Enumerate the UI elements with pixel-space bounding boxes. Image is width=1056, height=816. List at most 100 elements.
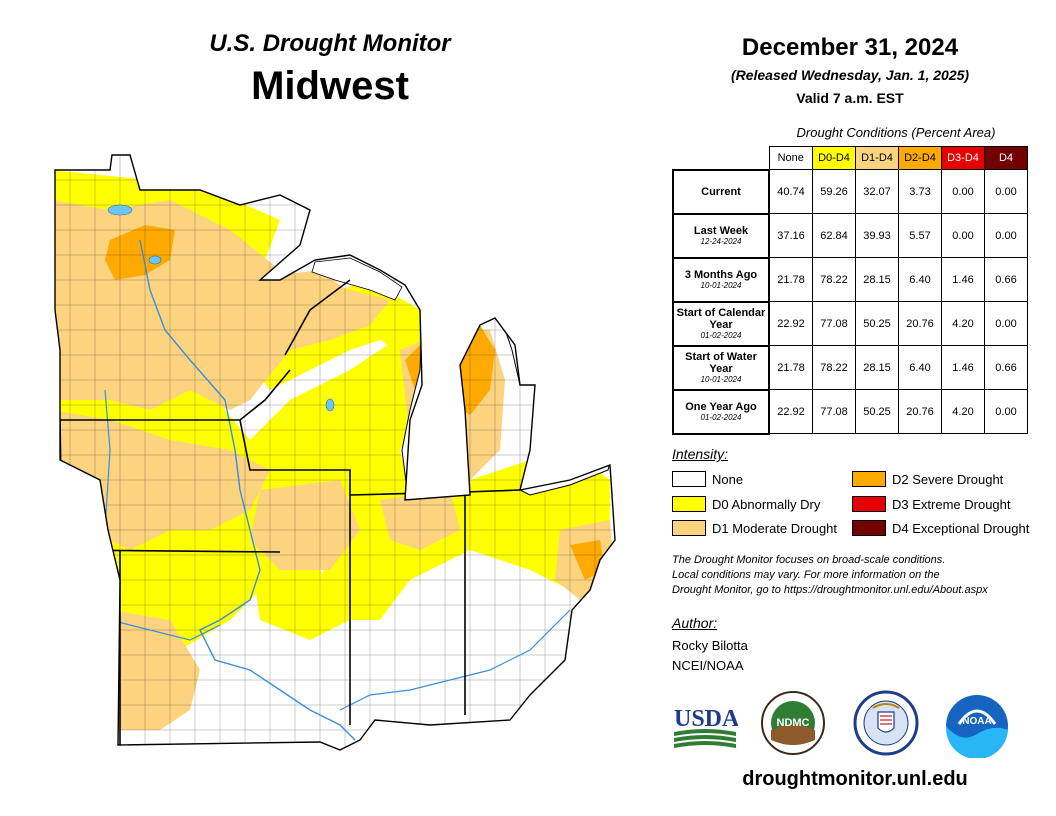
table-row: One Year Ago 01-02-2024 22.92 77.08 50.25… bbox=[672, 388, 1028, 435]
cell-d1-d4: 32.07 bbox=[855, 169, 899, 214]
map-date: December 31, 2024 bbox=[741, 34, 959, 61]
legend-item-d3: D3 Extreme Drought bbox=[852, 495, 1011, 513]
cell-none: 22.92 bbox=[768, 389, 813, 434]
lake-superior-edge bbox=[311, 257, 403, 301]
monitor-title: U.S. Drought Monitor bbox=[209, 30, 451, 57]
release-date: (Released Wednesday, Jan. 1, 2025) bbox=[730, 67, 970, 83]
cell-none: 21.78 bbox=[768, 345, 813, 390]
cell-d0-d4: 77.08 bbox=[812, 301, 856, 346]
col-header-d2-d4: D2-D4 bbox=[898, 146, 942, 170]
table-row: Start of Calendar Year 01-02-2024 22.92 7… bbox=[672, 300, 1028, 347]
cell-d3-d4: 4.20 bbox=[941, 301, 985, 346]
cell-d4: 0.00 bbox=[984, 301, 1028, 346]
footer-url[interactable]: droughtmonitor.unl.edu bbox=[742, 768, 968, 790]
legend-swatch bbox=[852, 520, 886, 536]
legend-label: D3 Extreme Drought bbox=[892, 496, 1011, 512]
row-date: 01-02-2024 bbox=[700, 331, 742, 340]
missouri-river bbox=[104, 389, 111, 531]
table-row: Start of Water Year 10-01-2024 21.78 78.2… bbox=[672, 344, 1028, 391]
lake-mille-lacs bbox=[148, 255, 162, 265]
row-label: One Year Ago 01-02-2024 bbox=[672, 388, 770, 435]
row-label: Start of Calendar Year 01-02-2024 bbox=[672, 300, 770, 347]
d1-region-missouri bbox=[100, 610, 200, 730]
cell-d2-d4: 3.73 bbox=[898, 169, 942, 214]
legend-swatch bbox=[852, 496, 886, 512]
author-name: Rocky Bilotta bbox=[672, 638, 748, 653]
cell-d1-d4: 28.15 bbox=[855, 345, 899, 390]
ohio-river bbox=[339, 609, 571, 711]
cell-none: 21.78 bbox=[768, 257, 813, 302]
region-outline bbox=[54, 154, 616, 751]
table-title: Drought Conditions (Percent Area) bbox=[796, 125, 996, 140]
cell-d2-d4: 20.76 bbox=[898, 389, 942, 434]
col-header-d1-d4: D1-D4 bbox=[855, 146, 899, 170]
cell-d0-d4: 78.22 bbox=[812, 257, 856, 302]
table-row: 3 Months Ago 10-01-2024 21.78 78.22 28.15… bbox=[672, 256, 1028, 303]
row-label: Last Week 12-24-2024 bbox=[672, 212, 770, 259]
usda-logo-text: USDA bbox=[674, 706, 738, 732]
usda-logo: USDA bbox=[674, 706, 738, 748]
cell-d4: 0.66 bbox=[984, 345, 1028, 390]
lake-winnebago bbox=[325, 398, 335, 412]
row-date: 10-01-2024 bbox=[700, 281, 742, 290]
legend-label: D0 Abnormally Dry bbox=[712, 496, 821, 512]
author-title: Author: bbox=[672, 615, 718, 631]
row-date: 12-24-2024 bbox=[700, 237, 742, 246]
row-label-text: 3 Months Ago bbox=[684, 269, 758, 281]
cell-d2-d4: 5.57 bbox=[898, 213, 942, 258]
mississippi-river bbox=[139, 239, 356, 741]
row-date: 01-02-2024 bbox=[700, 413, 742, 422]
cell-d4: 0.00 bbox=[984, 213, 1028, 258]
legend-item-none: None bbox=[672, 470, 743, 488]
cell-d1-d4: 50.25 bbox=[855, 389, 899, 434]
legend-item-d2: D2 Severe Drought bbox=[852, 470, 1003, 488]
cell-d2-d4: 20.76 bbox=[898, 301, 942, 346]
note-line: Local conditions may vary. For more info… bbox=[672, 569, 940, 581]
cell-d4: 0.00 bbox=[984, 169, 1028, 214]
legend-label: D1 Moderate Drought bbox=[712, 520, 838, 536]
legend-swatch bbox=[672, 496, 706, 512]
row-label-text: Current bbox=[701, 185, 741, 198]
legend-swatch bbox=[852, 471, 886, 487]
cell-d3-d4: 0.00 bbox=[941, 213, 985, 258]
row-label-text: One Year Ago bbox=[685, 401, 757, 413]
row-label-text: Last Week bbox=[693, 225, 749, 237]
valid-time: Valid 7 a.m. EST bbox=[796, 90, 904, 106]
col-header-none: None bbox=[768, 146, 813, 170]
cell-d1-d4: 39.93 bbox=[855, 213, 899, 258]
row-label: Current bbox=[672, 168, 770, 215]
region-title: Midwest bbox=[251, 64, 409, 108]
cell-d3-d4: 1.46 bbox=[941, 257, 985, 302]
d0-region-south bbox=[250, 550, 350, 640]
lake-red-lake bbox=[107, 204, 133, 216]
note-line: The Drought Monitor focuses on broad-sca… bbox=[672, 554, 946, 566]
ndmc-logo-text: NDMC bbox=[777, 717, 810, 729]
drought-map bbox=[54, 154, 616, 751]
legend-item-d4: D4 Exceptional Drought bbox=[852, 519, 1029, 537]
legend-label: None bbox=[712, 471, 744, 487]
row-label: 3 Months Ago 10-01-2024 bbox=[672, 256, 770, 303]
noaa-logo-text: NOAA bbox=[962, 716, 991, 727]
cell-d0-d4: 78.22 bbox=[812, 345, 856, 390]
drought-conditions-table: None D0-D4 D1-D4 D2-D4 D3-D4 D4 Current … bbox=[672, 146, 1028, 435]
cell-d2-d4: 6.40 bbox=[898, 257, 942, 302]
row-label-text: Start of Water Year bbox=[685, 351, 757, 375]
table-row: Current 40.74 59.26 32.07 3.73 0.00 0.00 bbox=[672, 168, 1028, 215]
row-label-text: Start of Calendar Year bbox=[676, 307, 766, 331]
cell-none: 22.92 bbox=[768, 301, 813, 346]
legend-label: D2 Severe Drought bbox=[892, 471, 1004, 487]
table-row: Last Week 12-24-2024 37.16 62.84 39.93 5.… bbox=[672, 212, 1028, 259]
cell-d4: 0.00 bbox=[984, 389, 1028, 434]
d2-region-minnesota bbox=[105, 225, 175, 280]
col-header-d0-d4: D0-D4 bbox=[812, 146, 856, 170]
cell-d3-d4: 4.20 bbox=[941, 389, 985, 434]
cell-d2-d4: 6.40 bbox=[898, 345, 942, 390]
row-date: 10-01-2024 bbox=[700, 375, 742, 384]
cell-none: 40.74 bbox=[768, 169, 813, 214]
table-header-row: None D0-D4 D1-D4 D2-D4 D3-D4 D4 bbox=[673, 146, 1028, 170]
cell-d3-d4: 1.46 bbox=[941, 345, 985, 390]
doc-seal-logo bbox=[853, 690, 919, 756]
missouri-river-lower bbox=[109, 619, 221, 641]
col-header-d4: D4 bbox=[984, 146, 1028, 170]
legend-item-d1: D1 Moderate Drought bbox=[672, 519, 837, 537]
